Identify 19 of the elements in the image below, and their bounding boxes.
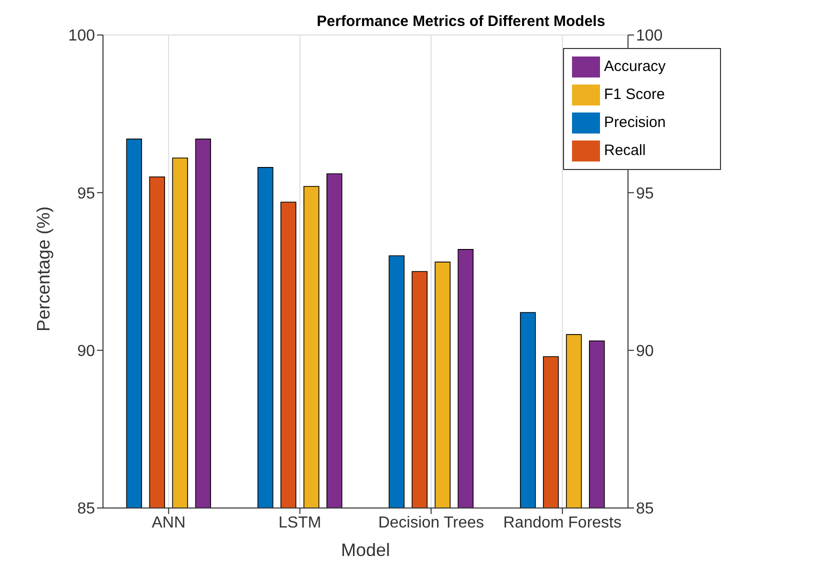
x-tick-label: Decision Trees bbox=[378, 514, 484, 532]
y2-tick-label: 85 bbox=[636, 500, 654, 518]
x-axis-title: Model bbox=[340, 540, 390, 560]
y-tick-label: 90 bbox=[77, 343, 96, 360]
legend-label: Accuracy bbox=[604, 58, 666, 75]
x-tick-label: ANN bbox=[152, 514, 186, 532]
y2-tick-label: 90 bbox=[636, 343, 654, 360]
y-tick-label: 85 bbox=[77, 500, 96, 518]
legend-label: F1 Score bbox=[604, 86, 665, 103]
x-tick-label: LSTM bbox=[278, 514, 322, 532]
legend-label: Recall bbox=[604, 142, 646, 159]
legend-label: Precision bbox=[604, 114, 666, 131]
y2-tick-label: 95 bbox=[636, 185, 654, 202]
y-tick-label: 100 bbox=[68, 28, 96, 45]
chart-title: Performance Metrics of Different Models bbox=[316, 13, 606, 30]
y-tick-label: 95 bbox=[77, 185, 96, 202]
y-axis-title: Percentage (%) bbox=[33, 206, 54, 332]
y2-tick-label: 100 bbox=[636, 28, 663, 45]
x-tick-label: Random Forests bbox=[503, 514, 622, 532]
